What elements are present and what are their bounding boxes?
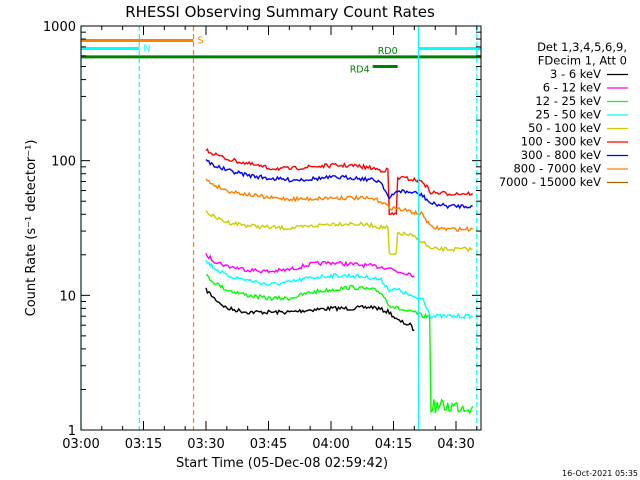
series-line-6 (205, 159, 473, 210)
series-line-5 (205, 147, 474, 216)
legend-label-0: 3 - 6 keV (550, 67, 601, 81)
flag-label-rd0-3: RD0 (378, 46, 398, 57)
series-line-4 (205, 210, 473, 256)
x-axis-title: Start Time (05-Dec-08 02:59:42) (176, 456, 388, 471)
x-tick-label-3: 03:45 (250, 437, 287, 452)
legend: Det 1,3,4,5,6,9,FDecim 1, Att 03 - 6 keV… (499, 40, 628, 189)
x-tick-label-6: 04:30 (437, 437, 474, 452)
chart-title: RHESSI Observing Summary Count Rates (125, 3, 435, 21)
flag-label-s-0: S (198, 36, 204, 47)
y-axis-title: Count Rate (s⁻¹ detector⁻¹) (24, 140, 39, 317)
series-line-3 (205, 259, 473, 320)
x-tick-label-5: 04:15 (375, 437, 412, 452)
x-tick-label-1: 03:15 (125, 437, 162, 452)
legend-label-7: 800 - 7000 keV (513, 162, 601, 176)
series-line-2 (206, 274, 474, 415)
legend-label-8: 7000 - 15000 keV (499, 175, 601, 189)
series-layer (205, 147, 474, 415)
x-tick-label-4: 04:00 (312, 437, 349, 452)
y-tick-label-3: 1000 (43, 20, 76, 35)
legend-label-6: 300 - 800 keV (521, 148, 601, 162)
legend-header-1: FDecim 1, Att 0 (538, 54, 627, 68)
legend-label-3: 25 - 50 keV (535, 108, 601, 122)
flag-label-n-1: N (143, 44, 150, 55)
series-line-1 (205, 253, 415, 278)
x-tick-label-0: 03:00 (62, 437, 99, 452)
legend-header-0: Det 1,3,4,5,6,9, (537, 40, 627, 54)
generation-timestamp: 16-Oct-2021 05:35 (562, 469, 638, 478)
legend-label-5: 100 - 300 keV (521, 135, 601, 149)
series-line-0 (205, 287, 415, 331)
legend-label-4: 50 - 100 keV (528, 121, 601, 135)
legend-label-1: 6 - 12 keV (543, 81, 601, 95)
x-tick-label-2: 03:30 (187, 437, 224, 452)
axes-layer: 03:00 03:15 03:30 03:45 04:00 04:15 04:30 1 10 10… (43, 20, 481, 452)
flags-layer: S N RD0 RD4 (81, 36, 481, 76)
series-line-7 (205, 178, 474, 232)
flag-label-rd4-4: RD4 (350, 65, 370, 76)
y-tick-label-1: 10 (59, 289, 76, 304)
markers-layer (80, 26, 478, 430)
y-tick-label-0: 1 (68, 424, 76, 439)
y-tick-label-2: 100 (51, 155, 76, 170)
plot-frame (80, 25, 482, 431)
legend-label-2: 12 - 25 keV (535, 94, 601, 108)
